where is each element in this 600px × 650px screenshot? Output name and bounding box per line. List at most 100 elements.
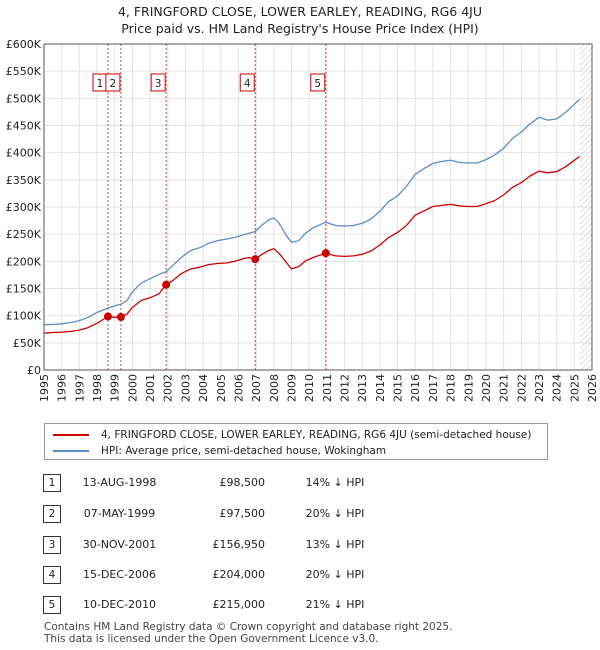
transaction-date: 10-DEC-2010	[82, 598, 157, 611]
sale-point	[251, 255, 260, 264]
sale-point	[116, 313, 125, 322]
footer-copyright: Contains HM Land Registry data © Crown c…	[44, 621, 453, 633]
table-row: 4 15-DEC-2006 £204,000 20% ↓ HPI	[0, 565, 600, 587]
y-tick-label: £450K	[6, 120, 42, 133]
y-tick-label: £500K	[6, 92, 42, 105]
y-tick-label: £200K	[6, 255, 42, 268]
transaction-date: 13-AUG-1998	[82, 476, 157, 489]
transaction-hpi: 13% ↓ HPI	[305, 538, 365, 551]
transaction-hpi: 21% ↓ HPI	[305, 598, 365, 611]
x-tick-label: 2008	[268, 374, 281, 402]
marker-label-text: 5	[314, 78, 321, 90]
transaction-date: 15-DEC-2006	[82, 568, 157, 581]
x-tick-label: 1997	[73, 374, 86, 402]
transaction-hpi: 20% ↓ HPI	[305, 568, 365, 581]
transaction-hpi: 20% ↓ HPI	[305, 507, 365, 520]
x-tick-label: 2016	[409, 374, 422, 402]
x-tick-label: 2022	[515, 374, 528, 402]
marker-label-box	[239, 73, 255, 92]
transaction-date: 07-MAY-1999	[83, 507, 156, 520]
transaction-marker-label: 2	[105, 73, 121, 92]
x-tick-label: 2026	[586, 374, 599, 402]
x-tick-label: 1998	[91, 374, 104, 402]
transaction-hpi: 14% ↓ HPI	[305, 476, 365, 489]
x-tick-label: 2006	[232, 374, 245, 402]
y-tick-label: £50K	[13, 337, 42, 350]
y-tick-label: £100K	[6, 310, 42, 323]
footer-license: This data is licensed under the Open Gov…	[44, 633, 379, 645]
x-tick-label: 2014	[374, 374, 387, 402]
marker-label-text: 2	[110, 78, 117, 90]
x-tick-label: 2021	[498, 374, 511, 402]
table-row: 5 10-DEC-2010 £215,000 21% ↓ HPI	[0, 595, 600, 617]
chart-subtitle: Price paid vs. HM Land Registry's House …	[121, 21, 479, 36]
marker-label-text: 3	[155, 78, 162, 90]
transaction-number: 2	[43, 505, 61, 523]
transaction-marker-label: 4	[239, 73, 255, 92]
x-tick-label: 1996	[56, 374, 69, 402]
x-tick-label: 2010	[303, 374, 316, 402]
legend-swatch-hpi	[53, 450, 89, 452]
x-tick-label: 1999	[109, 374, 122, 402]
transaction-price: £97,500	[219, 507, 266, 520]
legend-label-property: 4, FRINGFORD CLOSE, LOWER EARLEY, READIN…	[101, 429, 532, 441]
hpi-series-line	[43, 98, 581, 326]
x-tick-label: 2023	[533, 374, 546, 402]
transaction-number: 5	[43, 596, 61, 614]
x-tick-label: 2015	[392, 374, 405, 402]
table-row: 2 07-MAY-1999 £97,500 20% ↓ HPI	[0, 504, 600, 526]
price-chart: £0 £50K £100K £150K £200K £250K £300K £350K £400…	[6, 38, 599, 402]
y-tick-label: £550K	[6, 65, 42, 78]
x-tick-label: 2018	[445, 374, 458, 402]
x-tick-label: 2007	[250, 374, 263, 402]
legend-item-hpi: HPI: Average price, semi-detached house,…	[53, 445, 386, 457]
table-row: 3 30-NOV-2001 £156,950 13% ↓ HPI	[0, 535, 600, 557]
x-tick-label: 2009	[285, 374, 298, 402]
x-tick-label: 2017	[427, 374, 440, 402]
x-tick-label: 1995	[38, 374, 51, 402]
transaction-marker-label: 1	[92, 73, 108, 92]
y-tick-label: £0	[27, 364, 41, 377]
sale-point	[103, 312, 112, 321]
transaction-date: 30-NOV-2001	[82, 538, 157, 551]
x-tick-label: 2000	[126, 374, 139, 402]
marker-label-box	[150, 73, 166, 92]
marker-label-box	[105, 73, 121, 92]
y-tick-label: £600K	[6, 38, 42, 51]
sale-point	[321, 249, 330, 258]
y-tick-label: £350K	[6, 174, 42, 187]
legend-label-hpi: HPI: Average price, semi-detached house,…	[101, 445, 387, 457]
transaction-number: 3	[43, 536, 61, 554]
x-tick-label: 2004	[197, 374, 210, 402]
property-series-line	[43, 155, 580, 334]
x-tick-label: 2020	[480, 374, 493, 402]
y-tick-label: £250K	[6, 228, 42, 241]
plot-border	[43, 43, 593, 371]
x-tick-label: 2002	[162, 374, 175, 402]
marker-label-box	[310, 73, 326, 92]
x-tick-label: 2012	[339, 374, 352, 402]
x-tick-label: 2003	[179, 374, 192, 402]
transaction-price: £98,500	[219, 476, 266, 489]
transaction-number: 4	[43, 566, 61, 584]
y-tick-label: £400K	[6, 147, 42, 160]
sale-point	[162, 280, 171, 289]
legend-swatch-property	[53, 434, 89, 436]
x-tick-label: 2011	[321, 374, 334, 402]
x-tick-label: 2005	[215, 374, 228, 402]
table-row: 1 13-AUG-1998 £98,500 14% ↓ HPI	[0, 473, 600, 495]
legend: 4, FRINGFORD CLOSE, LOWER EARLEY, READIN…	[44, 423, 548, 460]
transaction-marker-label: 5	[310, 73, 326, 92]
x-tick-label: 2019	[462, 374, 475, 402]
transaction-price: £204,000	[212, 568, 266, 581]
marker-label-text: 4	[244, 78, 251, 90]
transaction-price: £156,950	[212, 538, 266, 551]
transaction-price: £215,000	[212, 598, 266, 611]
x-tick-label: 2025	[568, 374, 581, 402]
legend-item-property: 4, FRINGFORD CLOSE, LOWER EARLEY, READIN…	[53, 429, 531, 441]
x-tick-label: 2013	[356, 374, 369, 402]
x-tick-label: 2024	[551, 374, 564, 402]
y-tick-label: £300K	[6, 201, 42, 214]
transaction-number: 1	[43, 474, 61, 492]
marker-label-text: 1	[97, 78, 104, 90]
